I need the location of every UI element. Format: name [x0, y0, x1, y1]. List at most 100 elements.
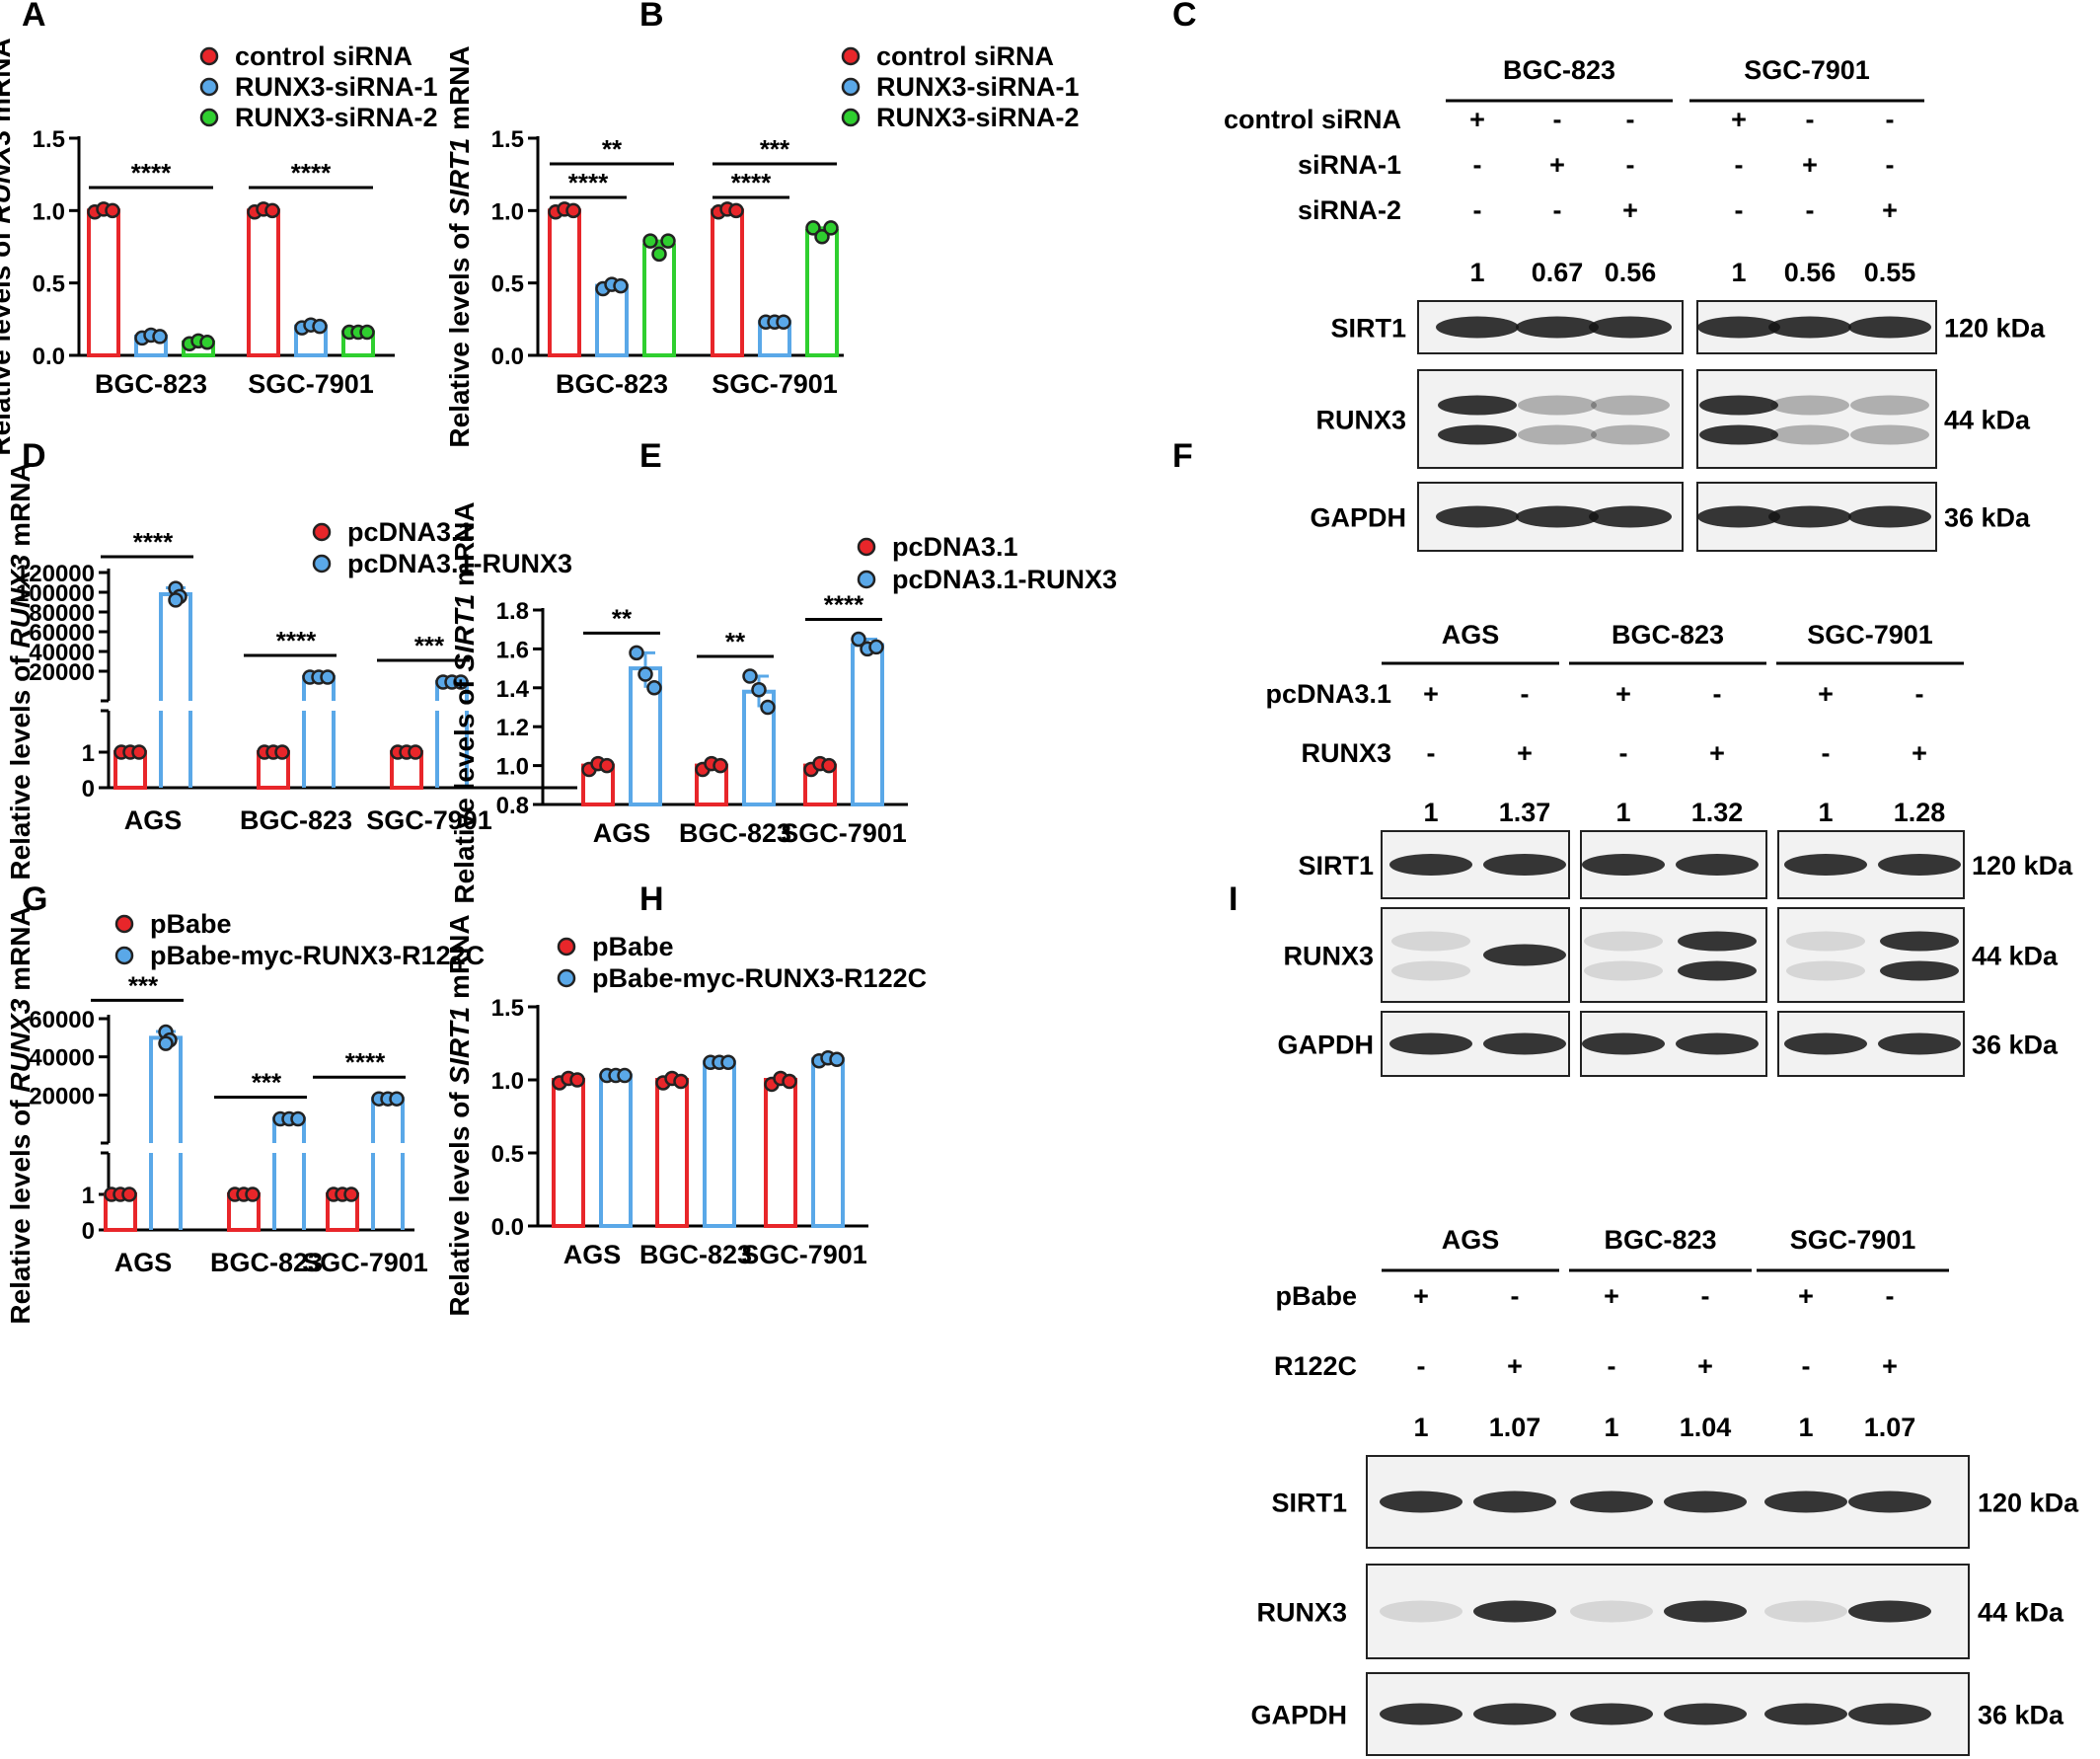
- data-point: [168, 592, 184, 608]
- y-axis-label-part: SIRT1: [444, 138, 475, 216]
- y-tick-label: 1.0: [496, 754, 529, 781]
- y-tick-label: 1.5: [33, 126, 65, 153]
- treatment-sign: +: [1413, 1281, 1429, 1311]
- x-tick-label: SGC-7901: [712, 369, 838, 399]
- significance-label: ****: [291, 158, 332, 188]
- significance-label: ****: [276, 626, 317, 655]
- protein-label: SIRT1: [1271, 1489, 1347, 1518]
- protein-band: [1699, 395, 1778, 416]
- protein-band: [1784, 854, 1867, 876]
- data-point: [712, 757, 728, 774]
- molecular-weight-label: 44 kDa: [1972, 942, 2059, 971]
- blot-group-label: SGC-7901: [1790, 1225, 1916, 1255]
- blot-group-label: SGC-7901: [1744, 55, 1870, 85]
- panel-label: C: [1172, 0, 1197, 34]
- y-tick-label: 60000: [29, 1007, 95, 1033]
- data-point: [617, 1067, 633, 1084]
- legend-label: control siRNA: [876, 41, 1054, 71]
- legend-label: control siRNA: [235, 41, 412, 71]
- protein-band: [1697, 316, 1780, 339]
- data-point: [646, 680, 662, 696]
- panel-label: A: [22, 0, 46, 34]
- data-point: [673, 1073, 689, 1090]
- treatment-sign: +: [1802, 150, 1818, 180]
- treatment-sign: -: [1619, 738, 1628, 768]
- treatment-sign: -: [1521, 679, 1530, 709]
- y-axis-label-part: mRNA: [444, 45, 475, 137]
- legend-marker: [114, 914, 134, 934]
- y-tick-label: 100000: [16, 580, 95, 607]
- treatment-label: pcDNA3.1: [1265, 679, 1391, 709]
- bar: [595, 283, 629, 358]
- molecular-weight-label: 120 kDa: [1972, 851, 2073, 880]
- treatment-sign: +: [1882, 1351, 1898, 1381]
- treatment-sign: -: [1915, 679, 1924, 709]
- panel-label: G: [22, 880, 47, 918]
- y-tick-label: 0.5: [491, 1141, 524, 1168]
- chart-panel-a: A 0.0 0.5 1.0 1.5 Relative levels of RUNX3 mR…: [0, 0, 438, 456]
- bar: [552, 1078, 585, 1228]
- blot-group-label: BGC-823: [1604, 1225, 1716, 1255]
- quantification-value: 0.56: [1784, 258, 1837, 287]
- bar: [655, 1078, 689, 1228]
- legend-label: pBabe-myc-RUNX3-R122C: [592, 963, 927, 993]
- protein-band: [1676, 854, 1759, 876]
- treatment-sign: +: [1469, 105, 1485, 134]
- x-tick-label: BGC-823: [679, 818, 791, 848]
- y-tick-label: 20000: [29, 659, 95, 686]
- protein-band: [1483, 854, 1566, 876]
- legend-marker: [841, 108, 861, 127]
- treatment-sign: +: [1818, 679, 1834, 709]
- x-tick-label: SGC-7901: [366, 805, 492, 835]
- protein-label: GAPDH: [1250, 1701, 1347, 1730]
- data-point: [782, 1073, 797, 1090]
- protein-band: [1770, 395, 1849, 416]
- protein-band: [1518, 424, 1597, 445]
- data-point: [359, 324, 375, 341]
- quantification-value: 1: [1423, 798, 1438, 827]
- data-point: [751, 682, 767, 698]
- protein-band: [1438, 424, 1517, 445]
- protein-band: [1391, 960, 1470, 981]
- panel-label: F: [1172, 437, 1193, 475]
- treatment-label: pBabe: [1275, 1281, 1357, 1311]
- legend-label: RUNX3-siRNA-2: [876, 103, 1080, 132]
- y-tick-label: 0.5: [491, 271, 524, 298]
- protein-band: [1664, 1491, 1747, 1513]
- quantification-value: 1: [1469, 258, 1484, 287]
- x-tick-label: AGS: [124, 805, 183, 835]
- data-point: [642, 233, 658, 249]
- y-tick-label: 1.8: [496, 598, 529, 625]
- protein-band: [1591, 424, 1670, 445]
- treatment-sign: +: [1697, 1351, 1713, 1381]
- treatment-sign: -: [1822, 738, 1831, 768]
- data-point: [569, 1072, 585, 1088]
- protein-band: [1570, 1703, 1653, 1725]
- treatment-sign: -: [1473, 195, 1482, 225]
- x-tick-label: SGC-7901: [741, 1240, 867, 1269]
- y-axis-label-part: mRNA: [0, 38, 16, 129]
- y-tick-label: 0.8: [496, 793, 529, 819]
- x-tick-label: AGS: [114, 1248, 173, 1277]
- bar: [149, 1035, 183, 1143]
- data-point: [851, 631, 866, 648]
- blot-panel-i: I AGS BGC-823 SGC-7901 pBabe + - + - + - R122C - + - + -…: [1229, 880, 2079, 1756]
- y-tick-label: 0.5: [33, 271, 65, 298]
- panel-label: D: [22, 437, 46, 475]
- bar: [87, 208, 120, 357]
- treatment-sign: +: [1517, 738, 1533, 768]
- significance-label: ****: [568, 168, 609, 197]
- treatment-sign: -: [1713, 679, 1722, 709]
- quantification-value: 1.07: [1864, 1413, 1916, 1442]
- protein-band: [1473, 1703, 1556, 1725]
- quantification-value: 1.32: [1691, 798, 1744, 827]
- legend-marker: [557, 937, 576, 956]
- legend-label: pBabe-myc-RUNX3-R122C: [150, 941, 485, 970]
- protein-band: [1768, 316, 1851, 339]
- protein-band: [1664, 1600, 1747, 1623]
